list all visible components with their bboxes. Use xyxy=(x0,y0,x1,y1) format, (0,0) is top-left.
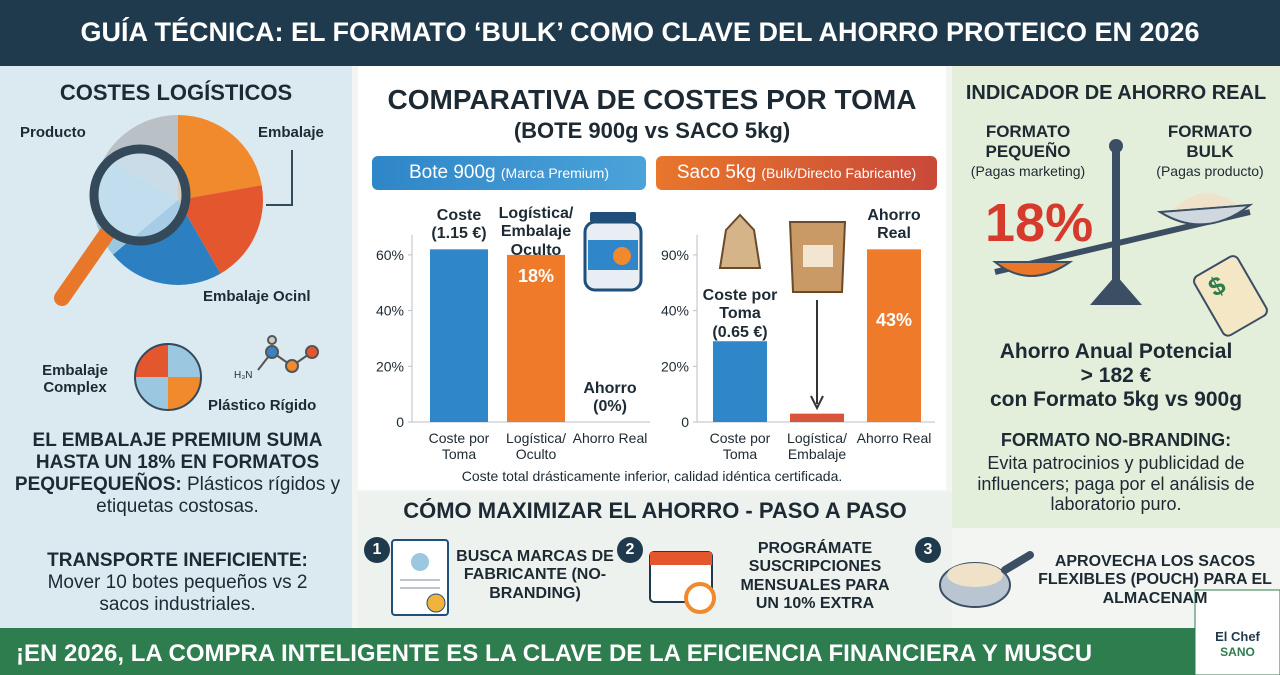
step-number: 2 xyxy=(625,541,635,558)
bar-annotation: Coste por Toma (0.65 €) xyxy=(702,287,778,341)
savings-line: Ahorro Anual Potencial xyxy=(999,340,1233,363)
header-band xyxy=(0,0,1280,66)
note-text: Mover 10 botes pequeños vs 2 sacos indus… xyxy=(47,571,308,615)
note-heading: EL EMBALAJE PREMIUM SUMA HASTA UN 18% EN… xyxy=(14,430,323,495)
bar-annotation: Ahorro Real xyxy=(867,207,921,243)
chart-subtitle: (Marca Premium) xyxy=(500,165,610,181)
bar-annotation: Logística/ Embalaje Oculto xyxy=(498,205,574,259)
note-heading: TRANSPORTE INEFICIENTE: xyxy=(47,550,308,571)
bar-annotation: Coste (1.15 €) xyxy=(431,207,487,243)
y-tick-label: 60% xyxy=(376,247,404,263)
y-tick-label: 20% xyxy=(661,358,689,374)
center-subtitle: (BOTE 900g vs SACO 5kg) xyxy=(513,118,791,143)
pie-label: Producto xyxy=(20,124,86,141)
chart-footnote: Coste total drásticamente inferior, cali… xyxy=(461,468,843,484)
footer-text: ¡EN 2026, LA COMPRA INTELIGENTE ES LA CL… xyxy=(16,640,1093,667)
savings-line: > 182 € xyxy=(1080,364,1152,387)
format-note: (Pagas marketing) xyxy=(970,163,1086,179)
chart-title: Bote 900g xyxy=(408,162,496,183)
step-text: BUSCA MARCAS DE FABRICANTE (NO-BRANDING) xyxy=(456,548,614,602)
savings-line: con Formato 5kg vs 900g xyxy=(989,388,1243,411)
pie-label: Plástico Rígido xyxy=(208,397,317,414)
branding-text: Evita patrocinios y publicidad de influe… xyxy=(977,453,1255,515)
left-title: COSTES LOGÍSTICOS xyxy=(59,80,293,105)
bar xyxy=(790,413,844,422)
branding-heading: FORMATO NO-BRANDING: xyxy=(1000,430,1232,450)
step-icons xyxy=(364,537,1034,616)
balance-icon xyxy=(992,139,1268,337)
bar xyxy=(713,341,767,422)
logo-text: El Chef xyxy=(1215,629,1260,644)
pie-label: Embalaje xyxy=(258,124,324,141)
step-text: PROGRÁMATE SUSCRIPCIONES MENSUALES PARA … xyxy=(740,540,890,613)
x-tick-label: Ahorro Real xyxy=(856,430,932,446)
step-text: APROVECHA LOS SACOS FLEXIBLES (POUCH) PA… xyxy=(1038,553,1272,607)
molecule-label: H₃N xyxy=(234,370,253,381)
x-tick-label: Logística/ Oculto xyxy=(506,430,566,463)
bar xyxy=(430,249,488,422)
bar-annotation: Ahorro (0%) xyxy=(583,380,637,416)
y-tick-label: 20% xyxy=(376,358,404,374)
pie-label: Embalaje Complex xyxy=(42,362,108,397)
y-tick-label: 0 xyxy=(396,414,404,430)
bar-annotation: 18% xyxy=(517,266,555,286)
chart-header: Saco 5kg (Bulk/Directo Fabricante) xyxy=(656,156,937,190)
logo-text: SANO xyxy=(1220,645,1255,659)
bar xyxy=(867,249,921,422)
y-tick-label: 0 xyxy=(681,414,689,430)
y-tick-label: 40% xyxy=(376,303,404,319)
chart-header: Bote 900g (Marca Premium) xyxy=(372,156,646,190)
molecule-icon xyxy=(257,335,319,373)
right-title: INDICADOR DE AHORRO REAL xyxy=(965,82,1267,104)
x-tick-label: Ahorro Real xyxy=(572,430,648,446)
chart-title: Saco 5kg xyxy=(676,162,757,183)
x-tick-label: Logística/ Embalaje xyxy=(787,430,847,463)
small-pie xyxy=(134,343,202,411)
chart-subtitle: (Bulk/Directo Fabricante) xyxy=(761,165,917,181)
magnifier-pie xyxy=(54,115,293,306)
y-tick-label: 40% xyxy=(661,303,689,319)
percent-highlight: 18% xyxy=(985,193,1094,253)
footer-band xyxy=(0,628,1280,675)
steps-title: CÓMO MAXIMIZAR EL AHORRO - PASO A PASO xyxy=(403,498,907,523)
format-note: (Pagas producto) xyxy=(1156,163,1264,179)
pie-label: Embalaje Ocinl xyxy=(203,288,311,305)
left-note: EL EMBALAJE PREMIUM SUMA HASTA UN 18% EN… xyxy=(10,430,345,517)
note-text: Plásticos rígidos y etiquetas costosas. xyxy=(96,473,341,517)
header-title: GUÍA TÉCNICA: EL FORMATO ‘BULK’ COMO CLA… xyxy=(80,17,1200,47)
sack-icons xyxy=(718,213,847,411)
y-tick-label: 90% xyxy=(661,247,689,263)
step-number: 3 xyxy=(923,541,933,558)
x-tick-label: Coste por Toma xyxy=(428,430,490,463)
jar-icon xyxy=(583,212,643,292)
left-note: TRANSPORTE INEFICIENTE: Mover 10 botes p… xyxy=(25,550,330,616)
format-label: FORMATO PEQUEÑO xyxy=(985,122,1071,161)
center-title: COMPARATIVA DE COSTES POR TOMA xyxy=(387,84,917,115)
bar-annotation: 43% xyxy=(875,310,913,330)
step-number: 1 xyxy=(372,541,382,558)
format-label: FORMATO BULK xyxy=(1167,122,1253,161)
x-tick-label: Coste por Toma xyxy=(709,430,771,463)
logo-box xyxy=(1194,589,1280,675)
bar xyxy=(507,254,565,422)
